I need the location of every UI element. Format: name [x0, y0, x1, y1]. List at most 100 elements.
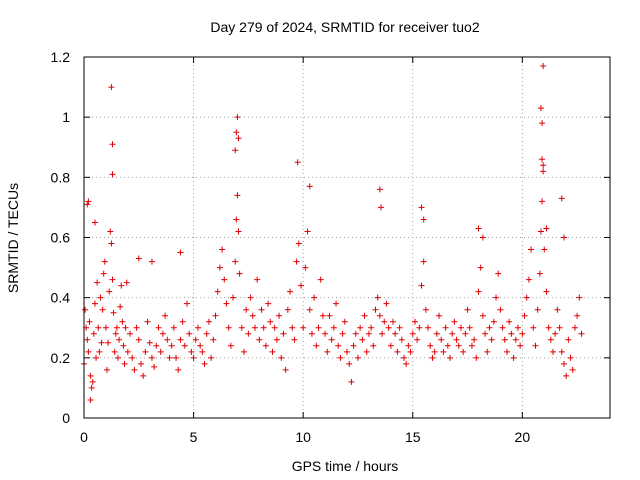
- data-point: [471, 336, 478, 343]
- data-point: [142, 348, 149, 355]
- data-point: [97, 294, 104, 301]
- data-point: [438, 336, 445, 343]
- data-point: [464, 306, 471, 313]
- data-point: [540, 162, 547, 169]
- data-point: [186, 330, 193, 337]
- data-point: [179, 318, 186, 325]
- data-point: [162, 312, 169, 319]
- data-point: [127, 330, 134, 337]
- data-point: [109, 141, 116, 148]
- data-point: [146, 339, 153, 346]
- data-point: [392, 330, 399, 337]
- data-point: [514, 324, 521, 331]
- data-point: [100, 270, 107, 277]
- data-point: [317, 276, 324, 283]
- data-point: [319, 312, 326, 319]
- data-point: [95, 324, 102, 331]
- data-point: [98, 339, 105, 346]
- data-point: [377, 204, 384, 211]
- data-point: [455, 342, 462, 349]
- data-point: [460, 348, 467, 355]
- data-point: [223, 300, 230, 307]
- data-point: [104, 366, 111, 373]
- data-point: [197, 342, 204, 349]
- data-point: [400, 354, 407, 361]
- data-point: [407, 348, 414, 355]
- data-point: [420, 216, 427, 223]
- data-point: [192, 336, 199, 343]
- data-point: [240, 348, 247, 355]
- data-point: [170, 324, 177, 331]
- data-point: [574, 312, 581, 319]
- x-tick-label: 20: [515, 429, 531, 445]
- data-point: [396, 324, 403, 331]
- data-point: [210, 336, 217, 343]
- data-point: [302, 264, 309, 271]
- data-point: [177, 249, 184, 256]
- data-point: [284, 306, 291, 313]
- data-point: [282, 366, 289, 373]
- data-point: [521, 312, 528, 319]
- data-point: [543, 225, 550, 232]
- data-point: [194, 324, 201, 331]
- data-point: [137, 360, 144, 367]
- data-point: [233, 216, 240, 223]
- data-point: [225, 324, 232, 331]
- data-point: [133, 324, 140, 331]
- x-tick-label: 10: [295, 429, 311, 445]
- data-point: [280, 330, 287, 337]
- data-point: [322, 330, 329, 337]
- data-point: [289, 324, 296, 331]
- data-point: [536, 270, 543, 277]
- data-point: [567, 354, 574, 361]
- data-point: [385, 324, 392, 331]
- data-point: [232, 258, 239, 265]
- data-point: [330, 324, 337, 331]
- data-point: [501, 336, 508, 343]
- data-point: [273, 336, 280, 343]
- data-point: [528, 246, 535, 253]
- data-point: [552, 330, 559, 337]
- y-axis-label: SRMTID / TECUs: [5, 183, 21, 293]
- data-point: [451, 318, 458, 325]
- data-point: [168, 342, 175, 349]
- data-point: [175, 366, 182, 373]
- data-point: [337, 354, 344, 361]
- data-point: [475, 225, 482, 232]
- data-point: [94, 279, 101, 286]
- data-point: [479, 234, 486, 241]
- data-point: [462, 330, 469, 337]
- data-point: [453, 336, 460, 343]
- data-point: [499, 324, 506, 331]
- data-point: [256, 336, 263, 343]
- data-point: [201, 360, 208, 367]
- data-point: [346, 360, 353, 367]
- data-point: [444, 342, 451, 349]
- data-point: [383, 300, 390, 307]
- data-point: [540, 63, 547, 70]
- data-point: [486, 324, 493, 331]
- data-point: [148, 258, 155, 265]
- data-point: [350, 342, 357, 349]
- data-point: [245, 330, 252, 337]
- data-point: [106, 288, 113, 295]
- data-point: [308, 330, 315, 337]
- data-point: [148, 354, 155, 361]
- data-point: [537, 105, 544, 112]
- data-point: [540, 168, 547, 175]
- data-point: [457, 324, 464, 331]
- data-point: [233, 129, 240, 136]
- data-point: [111, 348, 118, 355]
- data-point: [105, 339, 112, 346]
- y-tick-label: 0.8: [51, 169, 71, 185]
- data-point: [203, 330, 210, 337]
- data-point: [344, 348, 350, 355]
- data-point: [144, 318, 151, 325]
- data-point: [328, 336, 335, 343]
- data-point: [365, 330, 372, 337]
- data-point: [565, 336, 572, 343]
- data-point: [547, 336, 554, 343]
- data-point: [205, 318, 212, 325]
- y-tick-label: 0.2: [51, 350, 71, 366]
